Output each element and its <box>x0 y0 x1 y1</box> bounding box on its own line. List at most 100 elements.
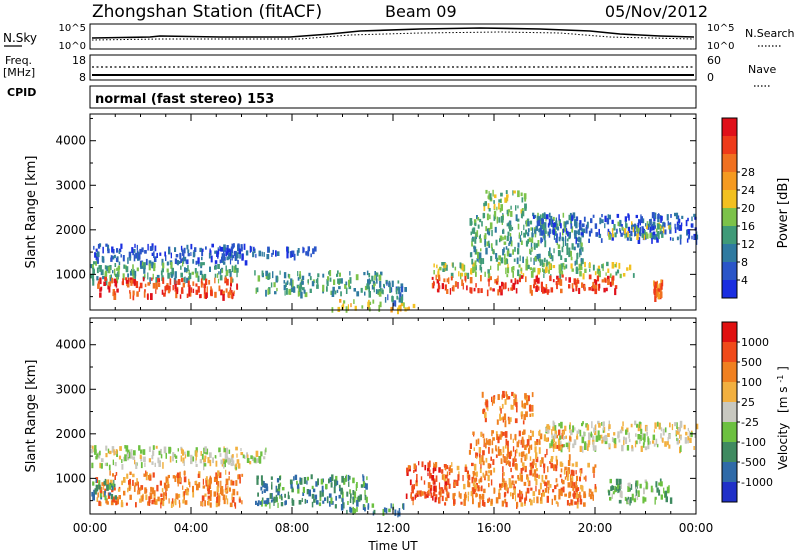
echo-cell <box>548 233 551 238</box>
echo-cell <box>536 468 538 472</box>
echo-cell <box>476 215 478 220</box>
echo-cell <box>535 286 538 292</box>
echo-cell <box>560 468 563 473</box>
echo-cell <box>114 487 116 491</box>
echo-cell <box>508 242 510 246</box>
echo-cell <box>341 475 344 483</box>
echo-cell <box>527 239 529 244</box>
echo-cell <box>550 463 554 469</box>
echo-cell <box>431 475 435 481</box>
colorbar-cell <box>722 244 737 263</box>
echo-cell <box>578 287 581 294</box>
echo-cell <box>151 490 154 495</box>
echo-cell <box>118 261 121 265</box>
echo-cell <box>457 282 459 289</box>
echo-cell <box>159 480 162 486</box>
echo-cell <box>594 484 597 490</box>
echo-cell <box>584 443 587 450</box>
echo-cell <box>201 273 204 279</box>
echo-cell <box>128 251 132 259</box>
echo-cell <box>179 471 181 479</box>
echo-cell <box>537 216 540 220</box>
echo-cell <box>360 484 364 488</box>
echo-cell <box>657 223 660 230</box>
echo-cell <box>652 223 655 231</box>
echo-cell <box>356 497 359 501</box>
echo-cell <box>108 484 111 490</box>
echo-cell <box>339 272 341 277</box>
echo-cell <box>444 482 448 490</box>
echo-cell <box>523 481 527 486</box>
echo-cell <box>95 455 98 460</box>
echo-cell <box>530 271 534 278</box>
echo-cell <box>463 493 466 500</box>
echo-cell <box>353 299 355 304</box>
echo-cell <box>359 494 362 501</box>
echo-cell <box>140 449 143 454</box>
echo-cell <box>92 493 95 501</box>
echo-cell <box>691 235 693 240</box>
echo-cell <box>281 487 285 491</box>
colorbar-cell <box>722 190 737 209</box>
echo-cell <box>529 435 532 441</box>
colorbar-tick-label: 1000 <box>741 336 769 349</box>
echo-cell <box>502 236 504 241</box>
echo-cell <box>335 480 339 486</box>
echo-cell <box>655 438 658 446</box>
echo-cell <box>285 282 287 288</box>
echo-cell <box>491 440 494 446</box>
echo-cell <box>367 279 370 286</box>
echo-cell <box>272 249 274 255</box>
echo-cell <box>257 275 261 282</box>
echo-cell <box>608 443 611 448</box>
echo-cell <box>507 210 510 217</box>
echo-cell <box>615 486 618 491</box>
echo-cell <box>174 279 176 286</box>
echo-cell <box>301 287 305 291</box>
echo-cell <box>506 460 509 465</box>
echo-cell <box>347 501 349 505</box>
echo-cell <box>298 500 302 505</box>
echo-cell <box>551 433 553 439</box>
echo-cell <box>256 477 259 485</box>
echo-cell <box>404 307 407 312</box>
echo-cell <box>580 259 583 266</box>
echo-cell <box>356 507 358 512</box>
echo-cell <box>534 476 537 481</box>
echo-cell <box>433 467 437 472</box>
y-tick-label: 4000 <box>55 134 86 148</box>
echo-cell <box>151 243 154 249</box>
echo-cell <box>190 287 193 293</box>
echo-cell <box>209 459 212 467</box>
echo-cell <box>553 433 557 439</box>
echo-cell <box>487 408 489 412</box>
colorbar-cell <box>722 136 737 155</box>
echo-cell <box>400 286 404 293</box>
echo-cell <box>296 480 298 485</box>
echo-cell <box>340 504 344 511</box>
echo-cell <box>580 266 583 271</box>
echo-cell <box>245 250 249 256</box>
y-tick-label: 1000 <box>55 471 86 485</box>
echo-cell <box>574 233 577 239</box>
echo-cell <box>509 479 511 485</box>
echo-cell <box>385 507 388 514</box>
x-tick-label: 00:00 <box>679 521 714 535</box>
echo-cell <box>128 480 130 485</box>
echo-cell <box>94 252 96 258</box>
echo-cell <box>592 494 594 501</box>
echo-cell <box>520 411 524 417</box>
echo-cell <box>611 437 614 442</box>
echo-cell <box>523 224 525 231</box>
echo-cell <box>183 495 185 500</box>
echo-cell <box>572 470 575 476</box>
echo-cell <box>156 484 159 492</box>
echo-cell <box>439 266 442 271</box>
echo-cell <box>424 491 427 499</box>
echo-cell <box>607 268 610 273</box>
echo-cell <box>637 228 640 235</box>
echo-cell <box>477 224 480 229</box>
echo-cell <box>103 480 107 485</box>
echo-cell <box>152 273 154 280</box>
echo-cell <box>257 492 259 497</box>
